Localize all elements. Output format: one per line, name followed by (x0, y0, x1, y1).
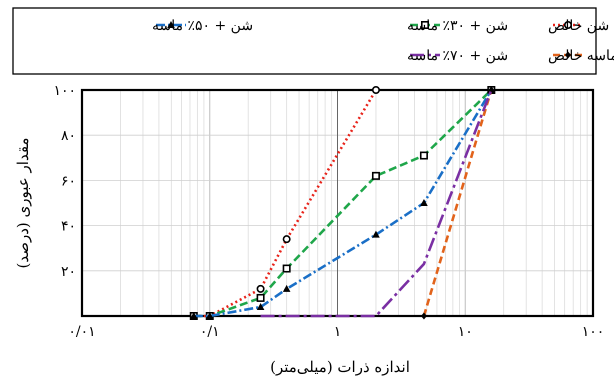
data-point (282, 284, 291, 292)
data-point (371, 86, 380, 95)
legend-box (12, 7, 597, 75)
x-tick-label: ۱۰ (458, 324, 473, 340)
y-tick-label: ۲۰ (61, 264, 76, 280)
series (260, 89, 493, 318)
legend-entry: شن + ۵۰٪ ماسه (152, 18, 253, 34)
x-tick-label: ۱۰۰ (582, 324, 605, 340)
series (189, 86, 380, 320)
y-axis-title: مقدار عبوری (درصد) (14, 138, 32, 269)
series-line (193, 89, 378, 318)
legend: شن خالص شن + ۳۰٪ ماسه شن + ۵۰٪ ماسه ماسه خا… (12, 7, 614, 75)
series-line (422, 89, 493, 317)
data-point (282, 235, 291, 244)
legend-marker (565, 51, 571, 59)
legend-label: شن خالص (548, 18, 609, 34)
grid (80, 88, 595, 318)
series (189, 86, 496, 319)
data-point (371, 171, 380, 180)
x-tick-label: ۰/۰۱ (68, 324, 95, 340)
data-point (189, 312, 198, 319)
legend-label: ماسه خالص (548, 48, 614, 64)
data-point (256, 284, 265, 293)
legend-entry: ماسه خالص (548, 48, 614, 64)
data-point (420, 312, 427, 320)
x-tick-label: ۰/۱ (200, 324, 220, 340)
data-point (256, 302, 265, 310)
data-point (372, 230, 380, 238)
legend-entry: شن + ۳۰٪ ماسه (407, 18, 508, 34)
data-point (256, 293, 265, 302)
series-line (260, 89, 493, 318)
legend-marker (167, 21, 175, 28)
y-tick-label: ۸۰ (61, 128, 76, 144)
legend-label: شن + ۳۰٪ ماسه (407, 18, 508, 34)
legend-marker (420, 20, 429, 29)
x-tick-label: ۱ (334, 324, 342, 340)
y-tick-label: ۴۰ (61, 219, 76, 235)
data-point (419, 151, 428, 160)
tick-labels: ۰/۰۱ ۰/۱ ۱ ۱۰ ۱۰۰ ۲۰ ۴۰ ۶۰ ۸۰ ۱۰۰ (53, 83, 604, 340)
legend-marker (563, 20, 572, 29)
legend-entry: شن + ۷۰٪ ماسه (407, 48, 508, 64)
x-axis-title: اندازه ذرات (میلی‌متر) (270, 358, 410, 376)
series (189, 86, 496, 320)
legend-label: شن + ۵۰٪ ماسه (152, 18, 253, 34)
plot-area (189, 86, 496, 320)
legend-entry: شن خالص (548, 18, 609, 34)
data-point (205, 312, 214, 319)
y-tick-label: ۶۰ (61, 173, 76, 189)
data-point (420, 199, 428, 206)
legend-label: شن + ۷۰٪ ماسه (407, 48, 508, 64)
y-tick-label: ۱۰۰ (53, 83, 76, 99)
data-point (282, 264, 291, 273)
